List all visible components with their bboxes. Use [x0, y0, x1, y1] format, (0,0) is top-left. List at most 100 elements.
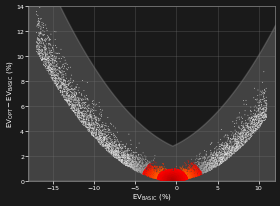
Point [241, 137, 246, 140]
Point [45, 69, 50, 73]
Point [177, 172, 182, 175]
Point [221, 147, 225, 150]
Point [168, 175, 173, 179]
Point [249, 129, 253, 133]
Point [124, 160, 129, 163]
Point [63, 80, 68, 83]
Point [60, 76, 64, 80]
Point [193, 169, 197, 172]
Point [155, 176, 160, 180]
Point [241, 125, 245, 128]
Point [174, 178, 179, 181]
Point [232, 138, 237, 141]
Point [197, 168, 202, 171]
Point [162, 179, 167, 182]
Point [160, 174, 164, 177]
Point [229, 148, 234, 152]
Point [172, 176, 176, 179]
Point [246, 131, 250, 135]
Point [217, 157, 221, 160]
Point [174, 179, 178, 182]
Point [162, 176, 167, 179]
Point [175, 176, 179, 179]
Point [94, 116, 98, 119]
Point [186, 177, 190, 180]
Point [77, 112, 81, 115]
Point [185, 175, 190, 179]
Point [180, 176, 184, 180]
Point [125, 153, 130, 157]
Point [175, 168, 180, 172]
Point [178, 175, 183, 178]
Point [168, 173, 173, 177]
Point [154, 176, 158, 180]
Point [174, 176, 178, 180]
Point [254, 128, 258, 131]
Point [183, 174, 187, 178]
Point [83, 120, 87, 123]
Point [148, 176, 152, 179]
Point [225, 144, 230, 147]
Point [144, 173, 148, 177]
Point [212, 163, 217, 166]
Point [181, 177, 185, 180]
Point [37, 46, 41, 49]
Point [219, 156, 223, 160]
Point [62, 78, 66, 82]
Point [210, 162, 215, 165]
Point [204, 169, 209, 173]
Point [261, 107, 265, 110]
Point [185, 171, 189, 174]
Point [204, 169, 209, 172]
Point [96, 136, 100, 140]
Point [148, 174, 153, 177]
Point [177, 175, 181, 178]
Point [175, 176, 179, 179]
Point [225, 146, 229, 149]
Point [217, 155, 221, 158]
Point [110, 153, 114, 157]
Point [94, 128, 99, 132]
Point [179, 173, 183, 177]
Point [154, 171, 158, 175]
Point [69, 97, 73, 100]
Point [52, 60, 57, 63]
Point [184, 172, 188, 176]
Point [196, 167, 201, 171]
Point [97, 118, 101, 121]
Point [163, 178, 167, 181]
Point [178, 176, 183, 179]
Point [169, 178, 174, 182]
Point [178, 176, 183, 180]
Point [62, 96, 67, 99]
Point [171, 173, 176, 177]
Point [144, 169, 148, 172]
Point [173, 177, 178, 180]
Point [156, 177, 161, 180]
Point [171, 176, 176, 179]
Point [166, 177, 170, 180]
Point [239, 135, 244, 138]
Point [218, 160, 222, 164]
Point [169, 178, 173, 181]
Point [183, 177, 187, 180]
Point [55, 66, 59, 69]
Point [174, 177, 178, 180]
Point [67, 99, 71, 102]
Point [162, 175, 167, 179]
Point [253, 105, 258, 108]
Point [169, 175, 173, 178]
Point [160, 173, 164, 176]
Point [175, 176, 180, 179]
Point [167, 175, 172, 178]
Point [166, 171, 171, 174]
Point [60, 81, 65, 85]
Point [261, 119, 265, 123]
Point [180, 177, 185, 180]
Point [167, 178, 172, 182]
Point [159, 175, 164, 179]
Point [165, 178, 170, 181]
Point [180, 174, 185, 177]
Point [165, 175, 169, 178]
Point [196, 167, 200, 171]
